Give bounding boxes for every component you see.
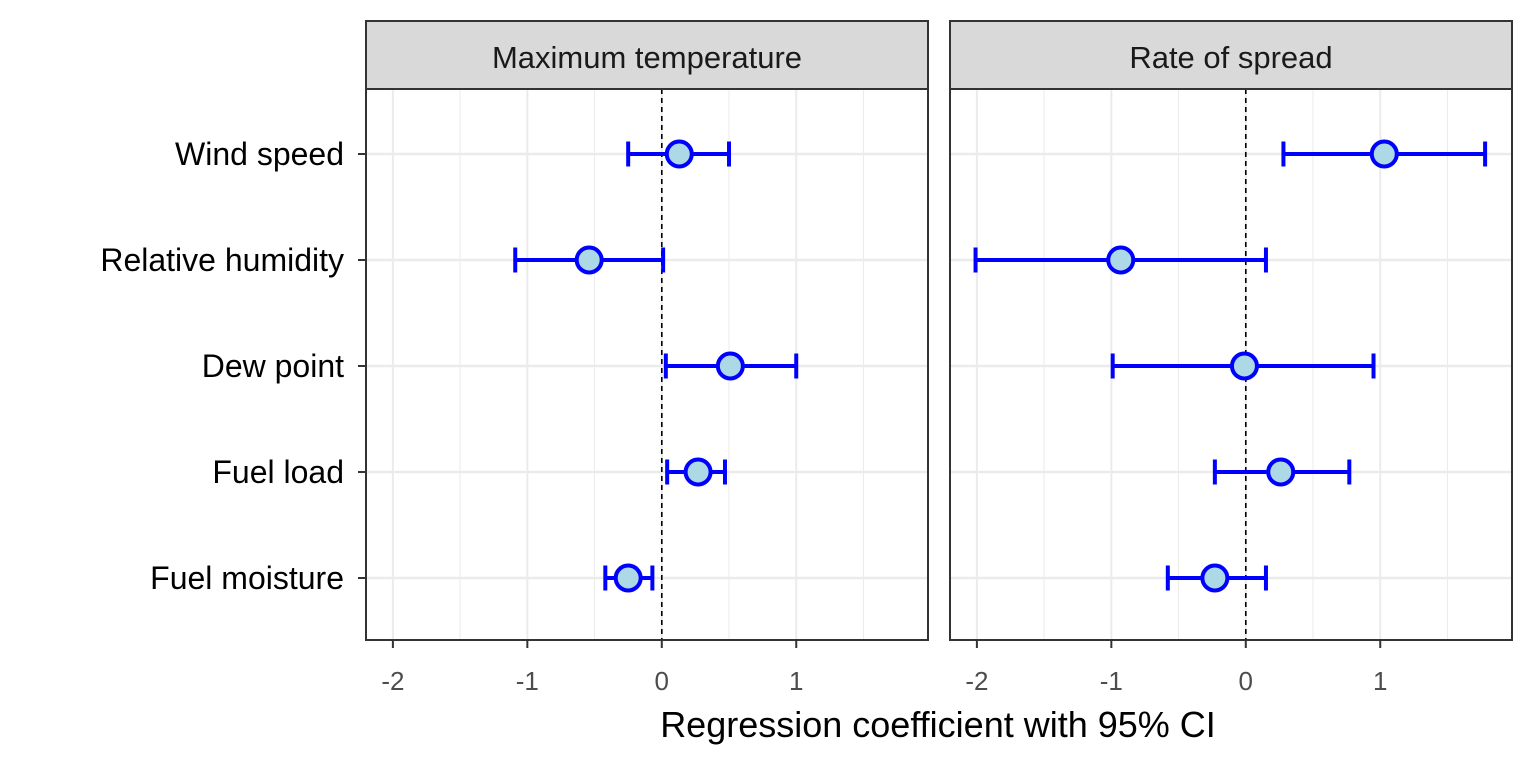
estimate-point xyxy=(574,245,604,275)
y-axis-labels: Wind speed Relative humidity Dew point Fuel… xyxy=(100,136,366,596)
panel-title: Rate of spread xyxy=(1129,40,1332,75)
panel-strip xyxy=(365,20,929,90)
y-tick-label: Relative humidity xyxy=(100,242,344,278)
panel: Maximum temperature -2 -1 0 1 xyxy=(365,20,929,696)
x-tick-label: 0 xyxy=(655,666,669,696)
x-tick-label: -1 xyxy=(1100,666,1123,696)
x-tick-label: 1 xyxy=(1373,666,1387,696)
x-tick-label: -1 xyxy=(516,666,539,696)
panel-border xyxy=(949,88,1513,641)
y-tick-label: Dew point xyxy=(202,348,344,384)
panel-strip xyxy=(949,20,1513,90)
y-tick-label: Wind speed xyxy=(175,136,344,172)
facet-panels: Maximum temperature -2 -1 0 1 Rate of spread -… xyxy=(365,20,1513,696)
panel: Rate of spread -2 -1 0 1 xyxy=(949,20,1513,696)
panel-title: Maximum temperature xyxy=(492,40,802,75)
x-tick-label: -2 xyxy=(965,666,988,696)
estimate-point xyxy=(1369,139,1399,169)
x-tick-label: 0 xyxy=(1239,666,1253,696)
x-tick-label: -2 xyxy=(381,666,404,696)
estimate-point xyxy=(715,351,745,381)
estimate-point xyxy=(683,457,713,487)
panel-border xyxy=(365,88,929,641)
estimate-point xyxy=(1266,457,1296,487)
estimate-point xyxy=(1106,245,1136,275)
estimate-point xyxy=(1229,351,1259,381)
estimate-point xyxy=(664,139,694,169)
estimate-point xyxy=(1200,563,1230,593)
y-tick-label: Fuel moisture xyxy=(150,560,344,596)
x-axis-title: Regression coefficient with 95% CI xyxy=(660,704,1216,745)
y-tick-label: Fuel load xyxy=(212,454,344,490)
estimate-point xyxy=(613,563,643,593)
x-tick-label: 1 xyxy=(789,666,803,696)
